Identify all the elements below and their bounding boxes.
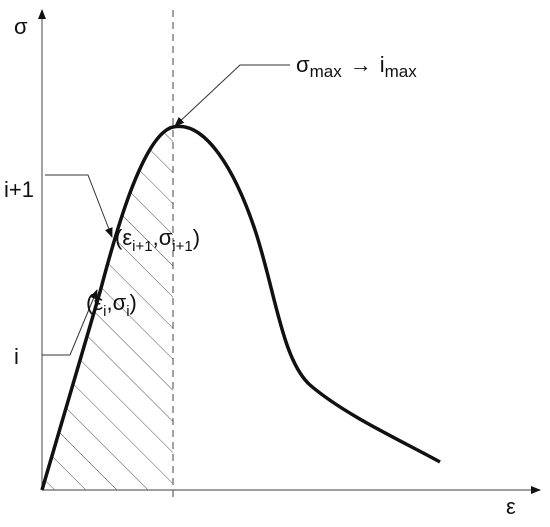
point-label: (εi,σi) bbox=[86, 290, 137, 320]
subscript: i bbox=[126, 303, 129, 320]
subscript: i bbox=[103, 303, 106, 320]
marker-label: i bbox=[14, 344, 19, 369]
curve bbox=[40, 124, 441, 491]
text: ε bbox=[93, 290, 103, 315]
text: ( bbox=[115, 225, 123, 250]
subscript: max bbox=[310, 62, 343, 81]
text: ε bbox=[122, 225, 132, 250]
y-axis-label: σ bbox=[14, 14, 28, 39]
text: σ bbox=[113, 290, 127, 315]
text: ) bbox=[130, 290, 137, 315]
hatched-area bbox=[42, 127, 173, 490]
marker-label: i+1 bbox=[4, 177, 34, 202]
subscript: max bbox=[385, 62, 418, 81]
x-axis-label: ε bbox=[506, 494, 516, 519]
text: , bbox=[153, 225, 159, 250]
text: i bbox=[380, 52, 385, 77]
leader-i1 bbox=[45, 174, 113, 238]
peak-label: σmax → imax bbox=[296, 52, 417, 81]
text: σ bbox=[296, 52, 310, 77]
text: ) bbox=[193, 225, 200, 250]
arrow: → bbox=[350, 52, 372, 77]
text: ( bbox=[86, 290, 94, 315]
subscript: i+1 bbox=[132, 238, 152, 255]
leader-peak bbox=[174, 64, 290, 127]
leader-i bbox=[42, 289, 98, 356]
text: σ bbox=[159, 225, 173, 250]
subscript: i+1 bbox=[172, 238, 192, 255]
point-label: (εi+1,σi+1) bbox=[115, 225, 200, 255]
text: , bbox=[106, 290, 112, 315]
